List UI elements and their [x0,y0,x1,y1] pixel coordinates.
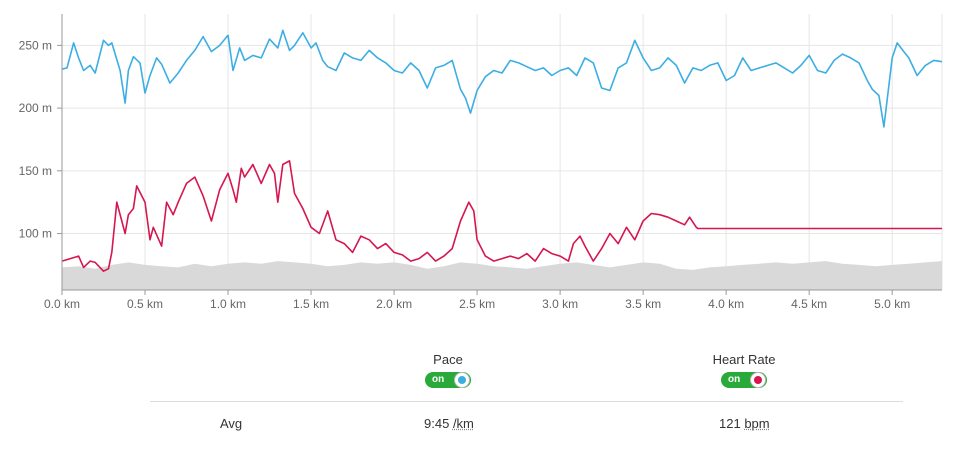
pace-toggle-knob [454,372,470,388]
y-tick-label: 250 m [19,38,52,52]
summary-divider [150,401,903,402]
x-tick-label: 4.0 km [708,297,744,311]
heart-rate-toggle-text: on [728,374,741,385]
avg-heart-rate-unit: bpm [744,416,770,431]
avg-pace-unit: /km [452,416,474,431]
x-tick-label: 0.5 km [127,297,163,311]
avg-heart-rate: 121 bpm [719,416,770,432]
pace-color-dot [458,376,466,384]
y-tick-label: 100 m [19,227,52,241]
legend-heart-rate: Heart Rate on [644,351,844,393]
avg-pace: 9:45 /km [424,416,474,432]
x-tick-label: 5.0 km [874,297,910,311]
x-tick-label: 2.0 km [376,297,412,311]
x-tick-label: 3.0 km [542,297,578,311]
avg-pace-value: 9:45 [424,416,450,431]
y-tick-label: 150 m [19,164,52,178]
heart-rate-toggle-knob [750,372,766,388]
chart: 100 m 150 m 200 m 250 m 0.0 km 0.5 km 1.0 km 1.… [19,14,943,311]
x-tick-label: 2.5 km [459,297,495,311]
pace-line [61,29,943,128]
y-tick-label: 200 m [19,101,52,115]
x-tick-label: 0.0 km [44,297,80,311]
avg-heart-rate-value: 121 [719,416,741,431]
legend-pace: Pace on [348,351,548,393]
legend-pace-label: Pace [433,352,463,367]
grid [61,14,943,290]
axes [57,14,942,295]
summary-row-label: Avg [220,416,243,431]
plot-area [61,29,943,290]
x-tick-label: 3.5 km [625,297,661,311]
x-tick-label: 1.5 km [293,297,329,311]
pace-toggle-text: on [432,374,445,385]
heart-rate-color-dot [754,376,762,384]
heart-rate-toggle[interactable]: on [721,372,767,388]
x-tick-label: 1.0 km [210,297,246,311]
heart-rate-line [61,160,942,272]
tick-labels: 100 m 150 m 200 m 250 m 0.0 km 0.5 km 1.0 km 1.… [19,38,911,311]
x-tick-label: 4.5 km [791,297,827,311]
pace-toggle[interactable]: on [425,372,471,388]
legend-heart-rate-label: Heart Rate [712,352,776,367]
elevation-area [62,261,942,290]
